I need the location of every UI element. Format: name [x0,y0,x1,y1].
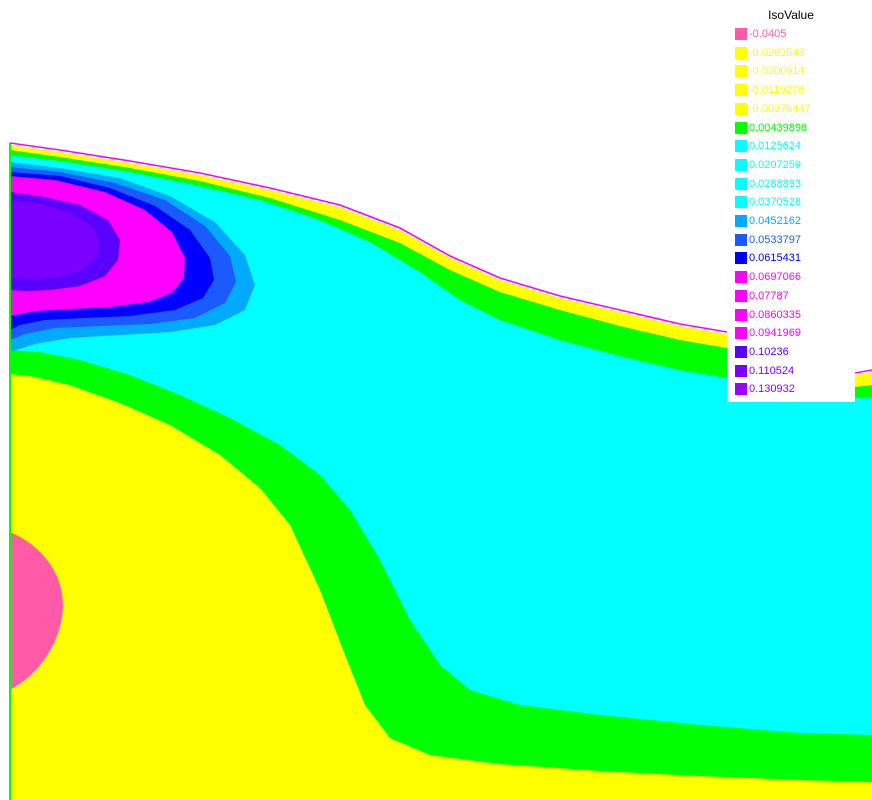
contour-band-violet [10,200,100,279]
legend-entry: -0.0405 [735,26,855,44]
contour-band-pink [10,532,63,690]
legend-label: 0.0941969 [749,327,801,340]
legend-label: 0.0452162 [749,215,801,227]
legend-swatch [735,345,747,358]
legend-entry: 0.0697066 [735,269,855,287]
legend-label: 0.0533797 [749,233,801,246]
legend-label: -0.0119276 [749,84,804,97]
legend-swatch [735,233,747,246]
legend-entry: -0.00376447 [735,101,855,119]
contour-band-green-lower [10,350,872,782]
legend-label: 0.130932 [749,383,795,396]
legend-label: 0.0125624 [749,140,801,153]
legend-label: 0.110524 [749,364,795,377]
legend-label: -0.0200914 [749,65,805,78]
legend-swatch [735,327,747,340]
legend-swatch [735,102,747,115]
legend-label: 0.07787 [749,289,789,302]
legend-entry: -0.0282548 [735,45,855,63]
legend-label: 0.0207259 [749,158,801,171]
legend-label: 0.0288893 [749,177,801,190]
legend-entry: 0.0941969 [735,325,855,343]
legend-entry: 0.0207259 [735,157,855,175]
legend: IsoValue -0.0405 -0.0282548 -0.0200914 -0.0… [727,6,855,402]
legend-label: 0.00439898 [749,121,808,134]
legend-entry: 0.0533797 [735,232,855,250]
legend-entry: 0.07787 [735,288,855,306]
contour-band-yellow-lower [10,374,872,800]
legend-swatch [735,121,747,134]
legend-swatch [735,271,747,284]
legend-label: 0.0615431 [749,252,801,265]
legend-entry: 0.0125624 [735,138,855,156]
legend-entry: 0.0860335 [735,307,855,325]
legend-label: 0.0370528 [749,196,801,209]
legend-swatch [735,308,747,321]
legend-label: 0.10236 [749,345,789,358]
legend-label: -0.0405 [749,28,787,40]
legend-label: 0.0697066 [749,271,801,284]
legend-swatch [735,28,747,40]
legend-swatch [735,289,747,302]
legend-entry: 0.130932 [735,381,855,399]
legend-label: 0.0860335 [749,308,801,321]
legend-entry: 0.0615431 [735,250,855,268]
legend-entry: 0.00439898 [735,120,855,138]
legend-swatch [735,383,747,396]
legend-label: -0.0282548 [749,46,805,59]
legend-entry: 0.0452162 [735,213,855,231]
legend-entry: 0.0288893 [735,176,855,194]
legend-entry: -0.0119276 [735,82,855,100]
legend-swatch [735,158,747,171]
legend-swatch [735,84,747,97]
legend-label: -0.00376447 [749,102,811,115]
legend-entry: 0.110524 [735,363,855,381]
legend-swatch [735,177,747,190]
legend-entry: -0.0200914 [735,63,855,81]
legend-swatch [735,196,747,209]
legend-swatch [735,364,747,377]
legend-entry: 0.10236 [735,344,855,362]
legend-title: IsoValue [768,8,814,22]
free-surface-line [9,142,872,374]
legend-swatch [735,252,747,265]
legend-swatch [735,65,747,78]
legend-swatch [735,46,747,59]
legend-entry: 0.0370528 [735,194,855,212]
legend-swatch [735,215,747,227]
legend-swatch [735,140,747,153]
